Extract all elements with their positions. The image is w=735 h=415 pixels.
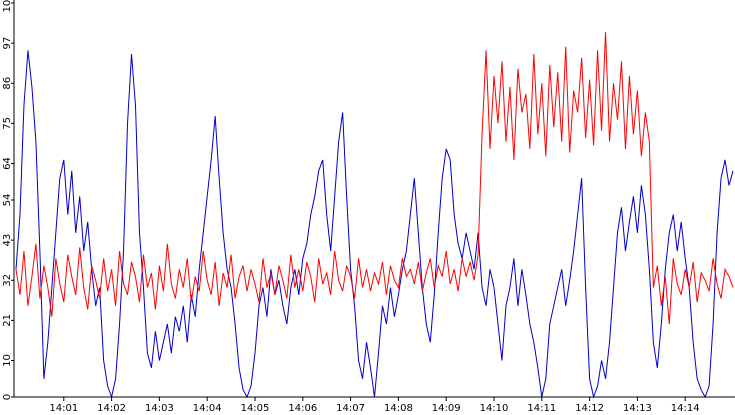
y-tick-label: 10: [2, 354, 13, 367]
x-tick-label: 14:14: [671, 403, 700, 414]
y-tick-label: 86: [2, 77, 13, 90]
y-tick-label: 75: [2, 117, 13, 130]
x-tick-label: 14:09: [432, 403, 461, 414]
y-tick-label: 64: [2, 157, 13, 170]
y-tick-label: 21: [2, 314, 13, 327]
y-tick-label: 108: [2, 0, 13, 13]
x-tick-label: 14:05: [241, 403, 270, 414]
x-tick-label: 14:04: [193, 403, 222, 414]
x-tick-label: 14:12: [575, 403, 604, 414]
x-tick-label: 14:08: [384, 403, 413, 414]
x-tick-label: 14:11: [527, 403, 556, 414]
y-tick-label: 97: [2, 37, 13, 50]
x-tick-label: 14:06: [288, 403, 317, 414]
y-tick-label: 32: [2, 274, 13, 287]
y-tick-label: 0: [2, 394, 13, 400]
x-tick-label: 14:07: [336, 403, 365, 414]
x-tick-label: 14:13: [623, 403, 652, 414]
x-tick-label: 14:01: [49, 403, 78, 414]
series-line: [15, 50, 734, 399]
x-tick-label: 14:02: [97, 403, 126, 414]
y-tick-label: 54: [2, 194, 13, 207]
y-tick-label: 43: [2, 234, 13, 247]
x-tick-label: 14:03: [145, 403, 174, 414]
x-tick-label: 14:10: [480, 403, 509, 414]
series-line: [15, 32, 734, 325]
